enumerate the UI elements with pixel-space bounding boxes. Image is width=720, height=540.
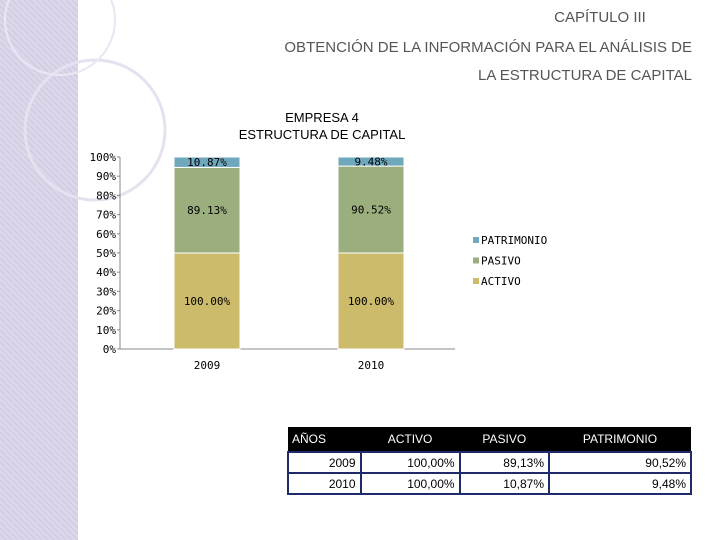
y-tick-label: 90% (96, 170, 116, 183)
heading-line: LA ESTRUCTURA DE CAPITAL (478, 67, 692, 84)
table-cell: 100,00% (359, 472, 461, 495)
y-tick-label: 50% (96, 247, 116, 260)
legend-label: ACTIVO (481, 275, 521, 288)
chart-title: EMPRESA 4 (285, 110, 359, 125)
heading-line: OBTENCIÓN DE LA INFORMACIÓN PARA EL ANÁL… (284, 39, 692, 56)
data-label: 9.48% (354, 156, 387, 169)
header-cell: ACTIVO (360, 427, 460, 452)
table-cell: 100,00% (359, 451, 461, 474)
y-tick-label: 40% (96, 266, 116, 279)
table-cell: 90,52% (548, 451, 692, 474)
data-label: 90.52% (351, 204, 391, 217)
table-header: AÑOS ACTIVO PASIVO PATRIMONIO (288, 427, 691, 452)
data-table: AÑOS ACTIVO PASIVO PATRIMONIO 2009 100,00% 89… (287, 427, 692, 495)
data-label: 100.00% (348, 295, 395, 308)
y-tick-label: 100% (90, 151, 117, 164)
legend-swatch (473, 237, 479, 243)
y-tick-label: 80% (96, 189, 116, 202)
data-label: 100.00% (184, 295, 231, 308)
bar-segment (337, 156, 405, 167)
header-cell: PASIVO (459, 427, 549, 452)
deco-circle (23, 58, 167, 202)
legend-label: PATRIMONIO (481, 234, 547, 247)
data-label: 10.87% (187, 156, 227, 169)
table-row: 2010 100,00% 10,87% 9,48% (287, 472, 692, 495)
chart-subtitle: ESTRUCTURA DE CAPITAL (239, 127, 406, 142)
bar-segment (173, 166, 241, 254)
deco-circle (4, 0, 116, 76)
data-label: 89.13% (187, 204, 227, 217)
table-cell: 10,87% (458, 472, 551, 495)
table-cell: 2010 (287, 472, 362, 495)
side-strip (0, 0, 78, 540)
bar-segment (337, 165, 405, 254)
bar-segment (173, 156, 241, 168)
x-tick-label: 2010 (358, 359, 385, 372)
y-tick-label: 70% (96, 209, 116, 222)
header-cell: AÑOS (288, 427, 361, 452)
y-tick-label: 10% (96, 324, 116, 337)
y-tick-label: 0% (103, 343, 117, 356)
y-tick-label: 30% (96, 285, 116, 298)
y-tick-label: 60% (96, 228, 116, 241)
legend-swatch (473, 278, 479, 284)
table-cell: 89,13% (458, 451, 551, 474)
bar-segment (337, 252, 405, 350)
legend-swatch (473, 257, 479, 264)
x-tick-label: 2009 (194, 359, 221, 372)
table-row: 2009 100,00% 89,13% 90,52% (287, 451, 692, 474)
table-cell: 9,48% (548, 472, 692, 495)
table-cell: 2009 (287, 451, 362, 474)
legend-label: PASIVO (481, 255, 521, 268)
header-cell: PATRIMONIO (549, 427, 691, 452)
chapter: CAPÍTULO III (554, 9, 646, 26)
y-tick-label: 20% (96, 305, 116, 318)
